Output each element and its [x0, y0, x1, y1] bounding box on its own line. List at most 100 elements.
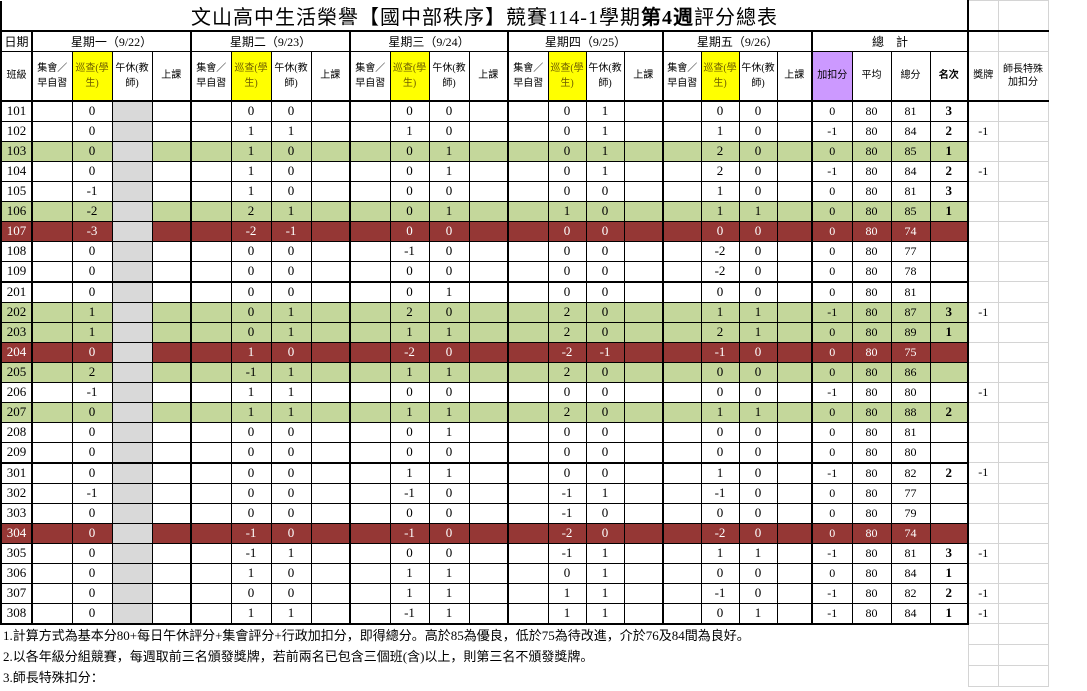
patrol-cell[interactable]: 0 — [547, 100, 587, 122]
rank-cell[interactable]: 1 — [929, 200, 969, 222]
score-cell[interactable]: 84 — [890, 562, 931, 584]
assembly-cell[interactable] — [507, 240, 549, 262]
teacher-adj-cell[interactable] — [997, 542, 1049, 564]
nap-cell[interactable]: 0 — [428, 220, 470, 242]
class-cell-empty[interactable] — [310, 100, 351, 122]
score-cell[interactable]: 82 — [890, 582, 931, 604]
assembly-cell[interactable] — [349, 542, 391, 564]
rank-cell[interactable]: 3 — [929, 542, 969, 564]
nap-cell[interactable]: 0 — [428, 542, 470, 564]
teacher-adj-cell[interactable] — [997, 361, 1049, 383]
patrol-cell[interactable]: 1 — [389, 582, 430, 604]
nap-cell[interactable]: 1 — [428, 602, 470, 625]
class-cell-empty[interactable] — [151, 200, 192, 222]
assembly-cell[interactable] — [190, 441, 232, 464]
patrol-cell[interactable]: 0 — [230, 321, 272, 343]
nap-cell[interactable]: 0 — [428, 120, 470, 142]
class-cell-empty[interactable] — [776, 542, 813, 564]
assembly-cell[interactable] — [190, 602, 232, 625]
class-cell-empty[interactable] — [468, 361, 509, 383]
patrol-cell[interactable]: 0 — [71, 562, 113, 584]
assembly-cell[interactable] — [349, 522, 391, 544]
adj-cell[interactable]: -1 — [811, 462, 853, 484]
assembly-cell[interactable] — [349, 562, 391, 584]
adj-cell[interactable]: -1 — [811, 602, 853, 625]
class-cell-empty[interactable] — [310, 200, 351, 222]
nap-cell[interactable]: 0 — [738, 140, 778, 162]
nap-cell[interactable]: 0 — [585, 301, 625, 323]
rank-cell[interactable]: 3 — [929, 180, 969, 202]
class-cell-empty[interactable] — [776, 522, 813, 544]
assembly-cell[interactable] — [349, 462, 391, 484]
assembly-cell[interactable] — [190, 160, 232, 182]
teacher-adj-cell[interactable] — [997, 462, 1049, 484]
adj-cell[interactable]: 0 — [811, 281, 853, 303]
nap-cell[interactable]: 1 — [428, 401, 470, 423]
patrol-cell[interactable]: 1 — [71, 301, 113, 323]
nap-cell[interactable]: 1 — [585, 140, 625, 162]
score-cell[interactable]: 77 — [890, 482, 931, 504]
assembly-cell[interactable] — [31, 281, 73, 303]
class-cell-empty[interactable] — [310, 180, 351, 202]
score-cell[interactable]: 75 — [890, 341, 931, 363]
patrol-cell[interactable]: 0 — [71, 120, 113, 142]
class-cell-empty[interactable] — [776, 260, 813, 283]
assembly-cell[interactable] — [507, 421, 549, 443]
patrol-cell[interactable]: 2 — [71, 361, 113, 383]
assembly-cell[interactable] — [507, 542, 549, 564]
nap-cell[interactable]: 1 — [738, 602, 778, 625]
patrol-cell[interactable]: 0 — [230, 582, 272, 604]
assembly-cell[interactable] — [31, 260, 73, 283]
assembly-cell[interactable] — [190, 260, 232, 283]
patrol-cell[interactable]: 0 — [700, 502, 740, 524]
nap-cell[interactable]: 1 — [585, 562, 625, 584]
patrol-cell[interactable]: 0 — [700, 100, 740, 122]
assembly-cell[interactable] — [349, 602, 391, 625]
assembly-cell[interactable] — [507, 180, 549, 202]
nap-cell[interactable]: 0 — [270, 140, 312, 162]
patrol-cell[interactable]: -1 — [700, 482, 740, 504]
class-cell-empty[interactable] — [151, 401, 192, 423]
class-cell-empty[interactable] — [310, 462, 351, 484]
nap-cell[interactable]: 0 — [738, 582, 778, 604]
class-cell-empty[interactable] — [151, 341, 192, 363]
assembly-cell[interactable] — [507, 602, 549, 625]
avg-cell[interactable]: 80 — [851, 441, 892, 464]
avg-cell[interactable]: 80 — [851, 301, 892, 323]
nap-cell[interactable]: 0 — [270, 100, 312, 122]
class-cell-empty[interactable] — [468, 462, 509, 484]
patrol-cell[interactable]: -2 — [547, 522, 587, 544]
avg-cell[interactable]: 80 — [851, 502, 892, 524]
adj-cell[interactable]: 0 — [811, 522, 853, 544]
avg-cell[interactable]: 80 — [851, 582, 892, 604]
nap-cell[interactable]: 0 — [270, 421, 312, 443]
adj-cell[interactable]: 0 — [811, 562, 853, 584]
class-cell-empty[interactable] — [623, 321, 664, 343]
nap-cell[interactable]: 0 — [738, 120, 778, 142]
rank-cell[interactable] — [929, 482, 969, 504]
class-cell-empty[interactable] — [776, 240, 813, 262]
class-cell-empty[interactable] — [151, 522, 192, 544]
patrol-cell[interactable]: 1 — [547, 602, 587, 625]
nap-cell[interactable]: 0 — [270, 160, 312, 182]
patrol-cell[interactable]: -1 — [547, 542, 587, 564]
teacher-adj-cell[interactable] — [997, 160, 1049, 182]
nap-cell[interactable]: 1 — [428, 160, 470, 182]
assembly-cell[interactable] — [662, 542, 702, 564]
nap-cell[interactable]: 0 — [270, 462, 312, 484]
assembly-cell[interactable] — [507, 321, 549, 343]
assembly-cell[interactable] — [507, 301, 549, 323]
assembly-cell[interactable] — [31, 542, 73, 564]
adj-cell[interactable]: 0 — [811, 401, 853, 423]
assembly-cell[interactable] — [507, 361, 549, 383]
nap-cell[interactable] — [111, 542, 153, 564]
rank-cell[interactable] — [929, 522, 969, 544]
medal-cell[interactable] — [967, 502, 999, 524]
nap-cell[interactable]: 0 — [428, 441, 470, 464]
medal-cell[interactable] — [967, 321, 999, 343]
patrol-cell[interactable]: 0 — [71, 401, 113, 423]
class-cell-empty[interactable] — [468, 260, 509, 283]
nap-cell[interactable]: 0 — [270, 502, 312, 524]
nap-cell[interactable]: 1 — [738, 321, 778, 343]
nap-cell[interactable]: 0 — [428, 341, 470, 363]
